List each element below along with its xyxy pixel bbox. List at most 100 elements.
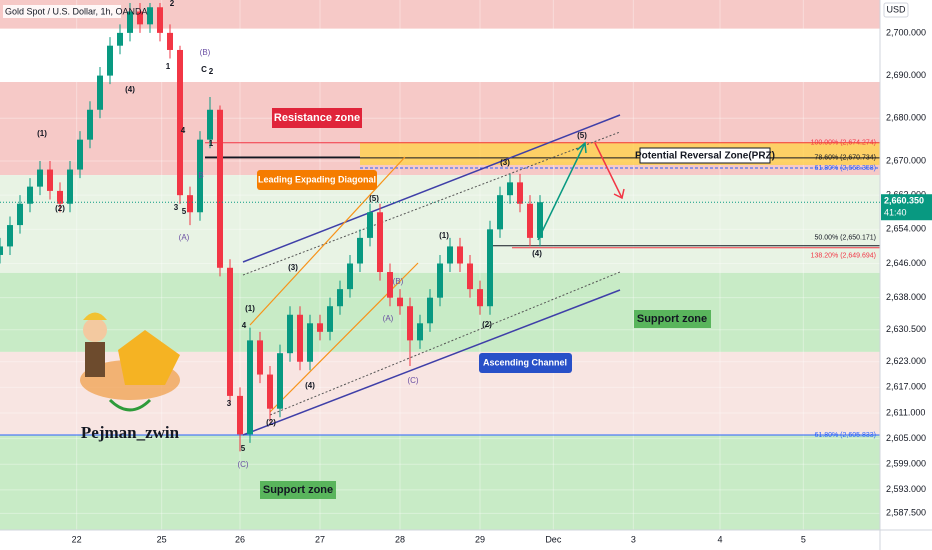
x-tick-label: 22	[72, 534, 82, 544]
candle-body	[467, 263, 473, 290]
wave-label: 3	[174, 203, 179, 212]
fib-label: 100.00% (2,674.274)	[811, 140, 876, 147]
last-price-tag	[881, 194, 932, 221]
y-tick-label: 2,623.000	[886, 356, 926, 366]
currency: USD	[886, 4, 906, 14]
candle-body	[327, 306, 333, 332]
y-tick-label: 2,670.000	[886, 155, 926, 165]
x-tick-label: 4	[717, 534, 722, 544]
wave-label: (3)	[288, 263, 298, 272]
wave-label: (2)	[482, 320, 492, 329]
candle-body	[147, 7, 153, 25]
candle-body	[7, 225, 13, 247]
wave-label: (C)	[407, 376, 418, 385]
wave-label: 1	[166, 62, 171, 71]
y-tick-label: 2,638.000	[886, 292, 926, 302]
y-tick-label: 2,700.000	[886, 27, 926, 37]
wave-label: 5	[182, 207, 187, 216]
candle-body	[107, 45, 113, 76]
candle-body	[437, 263, 443, 298]
candle-body	[247, 340, 253, 435]
wave-label: (4)	[125, 85, 135, 94]
x-tick-label: 26	[235, 534, 245, 544]
x-tick-label: Dec	[545, 534, 562, 544]
fib-label: 61.80% (2,605.833)	[815, 432, 877, 439]
candle-body	[0, 246, 3, 255]
wave-label: (5)	[369, 194, 379, 203]
candle-body	[217, 109, 223, 268]
candle-body	[527, 203, 533, 238]
candle-body	[187, 195, 193, 213]
channel-mid	[269, 271, 621, 416]
candle-body	[57, 190, 63, 204]
wave-label: 5	[241, 444, 246, 453]
candle-body	[67, 169, 73, 204]
y-tick-label: 2,593.000	[886, 484, 926, 494]
wave-label: (1)	[439, 231, 449, 240]
label-box	[634, 310, 711, 328]
candle-body	[307, 323, 313, 362]
channel-label: Ascending Channel	[483, 357, 567, 367]
candle-body	[337, 289, 343, 307]
wave-label: (A)	[383, 314, 394, 323]
currency-box	[883, 2, 909, 18]
candle-body	[127, 11, 133, 33]
candle-body	[207, 109, 213, 140]
title-bg	[3, 5, 121, 18]
prz-band	[360, 142, 880, 165]
diagonal-label: Leading Expading Diagonal	[258, 174, 376, 184]
diagonal-line	[269, 262, 419, 413]
wave-label: (5)	[577, 131, 587, 140]
y-tick-label: 2,605.000	[886, 433, 926, 443]
x-tick-label: 25	[157, 534, 167, 544]
candle-body	[367, 212, 373, 238]
countdown: 41:40	[884, 208, 907, 218]
time-axis	[0, 530, 880, 550]
label-box	[272, 108, 362, 128]
fib-label: 50.00% (2,650.171)	[815, 235, 877, 242]
fib-label: 61.80% (2,668.358)	[815, 165, 877, 172]
channel-lower	[242, 289, 621, 436]
candle-body	[377, 212, 383, 273]
candle-body	[197, 139, 203, 213]
candle-body	[417, 323, 423, 341]
candle-body	[487, 229, 493, 307]
candle-body	[397, 297, 403, 307]
y-tick-label: 2,690.000	[886, 70, 926, 80]
candle-body	[347, 263, 353, 290]
candle-body	[517, 182, 523, 204]
candle-body	[457, 246, 463, 264]
channel-mid	[242, 131, 621, 276]
wave-label: (1)	[37, 129, 47, 138]
candle-body	[167, 32, 173, 50]
candle-body	[297, 314, 303, 362]
candle-body	[317, 323, 323, 332]
candle-body	[237, 395, 243, 435]
wave-label: 4	[181, 126, 186, 135]
y-tick-label: 2,617.000	[886, 382, 926, 392]
wave-label: (3)	[500, 158, 510, 167]
candle-body	[387, 272, 393, 298]
candle-body	[287, 314, 293, 354]
wave-label: (A)	[179, 233, 190, 242]
y-tick-label: 2,646.000	[886, 258, 926, 268]
fib-label: 138.20% (2,649.694)	[811, 253, 876, 260]
arrow-up	[537, 142, 586, 241]
y-tick-label: 2,630.500	[886, 324, 926, 334]
y-tick-label: 2,654.000	[886, 224, 926, 234]
x-tick-label: 5	[801, 534, 806, 544]
chart-title: Gold Spot / U.S. Dollar, 1h, OANDA	[5, 6, 148, 16]
candle-body	[277, 353, 283, 409]
logo: Pejman_zwin	[80, 312, 180, 442]
zone	[0, 434, 880, 530]
x-tick-label: 27	[315, 534, 325, 544]
label-box	[257, 170, 377, 190]
wave-label: (4)	[532, 249, 542, 258]
resistance-label: Resistance zone	[274, 112, 360, 124]
x-tick-label: 29	[475, 534, 485, 544]
candle-body	[47, 169, 53, 191]
candle-body	[97, 75, 103, 110]
y-tick-label: 2,599.000	[886, 459, 926, 469]
wave-label: (1)	[245, 304, 255, 313]
candle-body	[117, 32, 123, 46]
